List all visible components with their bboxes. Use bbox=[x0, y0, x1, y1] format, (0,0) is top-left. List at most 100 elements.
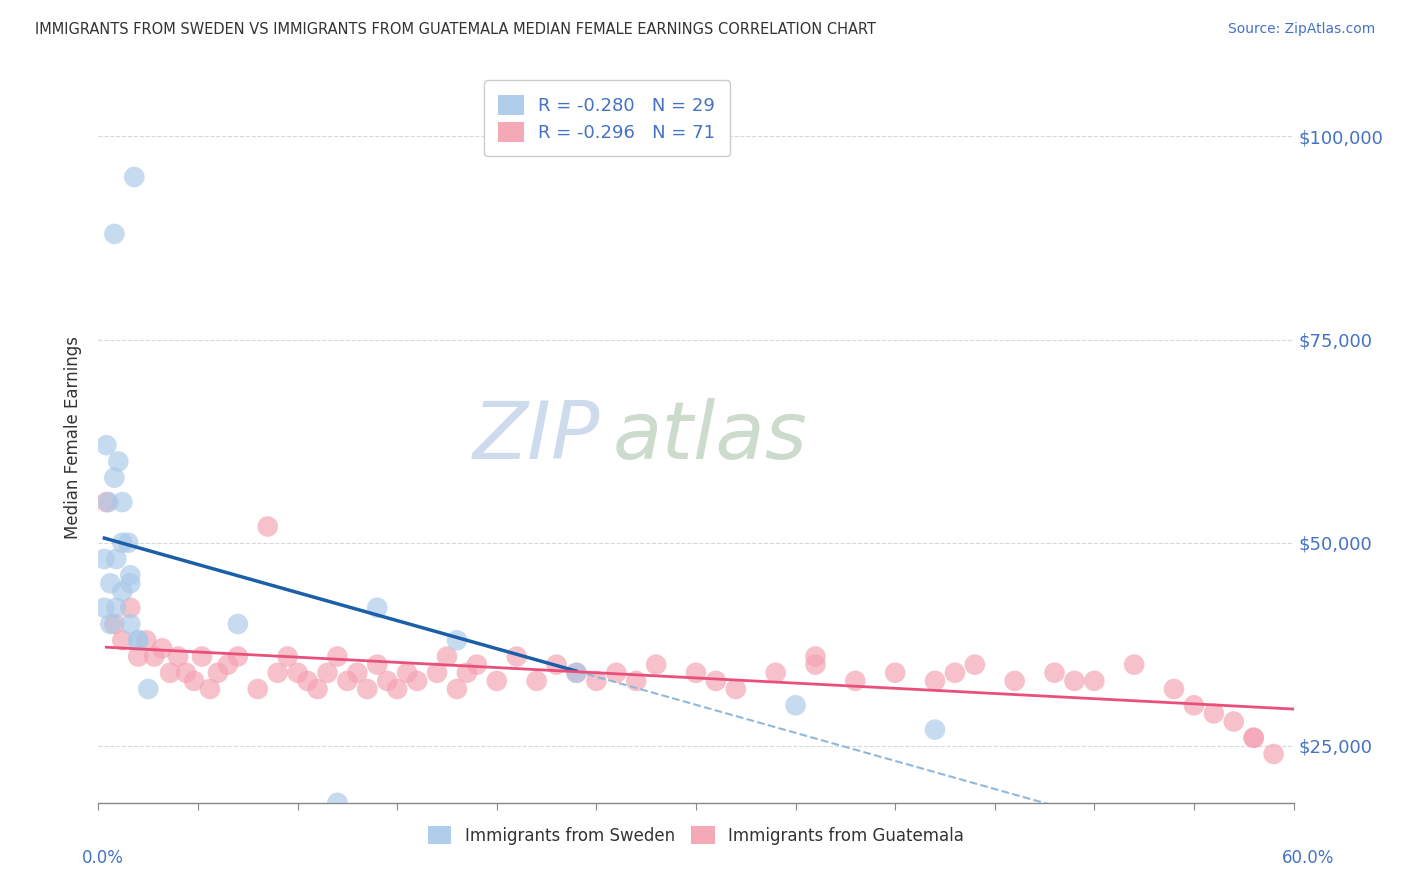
Point bbox=[103, 617, 125, 632]
Point bbox=[446, 681, 468, 696]
Point bbox=[277, 649, 299, 664]
Point bbox=[804, 657, 827, 672]
Point bbox=[124, 169, 146, 184]
Point bbox=[366, 600, 388, 615]
Point bbox=[1243, 731, 1265, 745]
Point bbox=[326, 796, 349, 810]
Point bbox=[406, 673, 429, 688]
Point bbox=[1123, 657, 1146, 672]
Point bbox=[565, 665, 588, 680]
Y-axis label: Median Female Earnings: Median Female Earnings bbox=[63, 335, 82, 539]
Point bbox=[626, 673, 648, 688]
Point bbox=[724, 681, 747, 696]
Point bbox=[217, 657, 239, 672]
Legend: Immigrants from Sweden, Immigrants from Guatemala: Immigrants from Sweden, Immigrants from … bbox=[419, 818, 973, 853]
Point bbox=[96, 495, 118, 509]
Point bbox=[526, 673, 548, 688]
Point bbox=[111, 584, 134, 599]
Point bbox=[346, 665, 368, 680]
Point bbox=[93, 552, 115, 566]
Point bbox=[436, 649, 458, 664]
Point bbox=[546, 657, 568, 672]
Point bbox=[506, 649, 529, 664]
Point bbox=[97, 495, 120, 509]
Point bbox=[426, 665, 449, 680]
Point bbox=[150, 641, 173, 656]
Point bbox=[105, 552, 128, 566]
Point bbox=[96, 438, 118, 452]
Point bbox=[174, 665, 197, 680]
Point bbox=[183, 673, 205, 688]
Point bbox=[785, 698, 807, 713]
Point bbox=[844, 673, 866, 688]
Point bbox=[297, 673, 319, 688]
Point bbox=[98, 576, 122, 591]
Point bbox=[117, 535, 139, 549]
Point bbox=[136, 681, 159, 696]
Point bbox=[963, 657, 986, 672]
Point bbox=[98, 617, 122, 632]
Point bbox=[226, 649, 249, 664]
Point bbox=[105, 600, 128, 615]
Point bbox=[884, 665, 907, 680]
Point bbox=[465, 657, 488, 672]
Point bbox=[143, 649, 166, 664]
Point bbox=[485, 673, 508, 688]
Point bbox=[765, 665, 787, 680]
Point bbox=[120, 617, 142, 632]
Point bbox=[1004, 673, 1026, 688]
Point bbox=[111, 495, 134, 509]
Point bbox=[565, 665, 588, 680]
Text: 60.0%: 60.0% bbox=[1281, 849, 1334, 867]
Point bbox=[167, 649, 190, 664]
Point bbox=[1163, 681, 1185, 696]
Text: 0.0%: 0.0% bbox=[82, 849, 124, 867]
Text: atlas: atlas bbox=[613, 398, 807, 476]
Point bbox=[159, 665, 181, 680]
Point bbox=[120, 600, 142, 615]
Point bbox=[111, 633, 134, 648]
Point bbox=[103, 227, 125, 241]
Point bbox=[366, 657, 388, 672]
Point bbox=[375, 673, 398, 688]
Point bbox=[111, 535, 134, 549]
Point bbox=[924, 723, 946, 737]
Point bbox=[316, 665, 339, 680]
Point bbox=[226, 617, 249, 632]
Point bbox=[1182, 698, 1205, 713]
Point bbox=[924, 673, 946, 688]
Point bbox=[267, 665, 290, 680]
Point bbox=[191, 649, 214, 664]
Point bbox=[256, 519, 278, 533]
Text: ZIP: ZIP bbox=[472, 398, 600, 476]
Point bbox=[120, 576, 142, 591]
Point bbox=[127, 633, 149, 648]
Point bbox=[1083, 673, 1105, 688]
Point bbox=[704, 673, 727, 688]
Point bbox=[685, 665, 707, 680]
Point bbox=[1043, 665, 1066, 680]
Point bbox=[1223, 714, 1246, 729]
Point bbox=[135, 633, 157, 648]
Point bbox=[120, 568, 142, 582]
Point bbox=[396, 665, 419, 680]
Text: Source: ZipAtlas.com: Source: ZipAtlas.com bbox=[1227, 22, 1375, 37]
Point bbox=[446, 633, 468, 648]
Point bbox=[198, 681, 221, 696]
Point bbox=[1063, 673, 1085, 688]
Point bbox=[1263, 747, 1285, 761]
Point bbox=[127, 649, 149, 664]
Point bbox=[645, 657, 668, 672]
Text: IMMIGRANTS FROM SWEDEN VS IMMIGRANTS FROM GUATEMALA MEDIAN FEMALE EARNINGS CORRE: IMMIGRANTS FROM SWEDEN VS IMMIGRANTS FRO… bbox=[35, 22, 876, 37]
Point bbox=[1202, 706, 1225, 721]
Point bbox=[103, 471, 125, 485]
Point bbox=[127, 633, 149, 648]
Point bbox=[1243, 731, 1265, 745]
Point bbox=[605, 665, 627, 680]
Point bbox=[287, 665, 309, 680]
Point bbox=[207, 665, 229, 680]
Point bbox=[246, 681, 269, 696]
Point bbox=[326, 649, 349, 664]
Point bbox=[804, 649, 827, 664]
Point bbox=[356, 681, 378, 696]
